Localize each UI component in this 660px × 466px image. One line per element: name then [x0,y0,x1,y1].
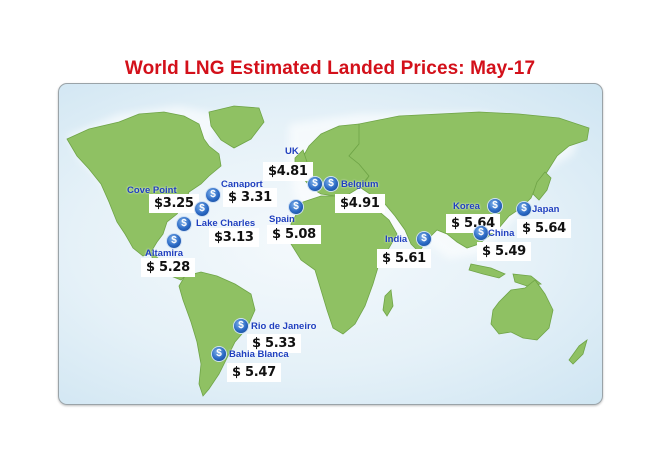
japan [532,171,552,201]
dollar-pin-icon[interactable]: $ [517,202,531,216]
port-name: Bahia Blanca [229,349,289,360]
port-price: $4.81 [263,162,313,181]
port-name: Lake Charles [196,218,256,229]
dollar-pin-icon[interactable]: $ [474,226,488,240]
port-price: $ 5.64 [517,219,571,238]
madagascar [382,289,394,317]
port-price: $ 5.28 [141,258,195,277]
port-price: $3.13 [209,228,259,247]
indonesia [468,263,506,279]
dollar-pin-icon[interactable]: $ [308,177,322,191]
dollar-pin-icon[interactable]: $ [206,188,220,202]
port-price: $ 5.61 [377,249,431,268]
dollar-pin-icon[interactable]: $ [324,177,338,191]
dollar-pin-icon[interactable]: $ [212,347,226,361]
port-price: $ 5.49 [477,242,531,261]
port-name: Rio de Janeiro [251,321,317,332]
port-price: $3.25 [149,194,199,213]
port-name: UK [285,146,299,157]
world-map: Cove Point $3.25 $ Canaport $ 3.31 $ $ L… [58,83,603,405]
dollar-pin-icon[interactable]: $ [234,319,248,333]
dollar-pin-icon[interactable]: $ [289,200,303,214]
australia [490,279,554,341]
port-name: Korea [453,201,480,212]
port-name: China [488,228,515,239]
port-price: $4.91 [335,194,385,213]
south-america [178,271,256,397]
map-title: World LNG Estimated Landed Prices: May-1… [124,58,536,79]
greenland [208,105,265,149]
port-price: $ 3.31 [223,188,277,207]
port-name: Japan [532,204,560,215]
dollar-pin-icon[interactable]: $ [417,232,431,246]
port-name: Belgium [341,179,379,190]
new-zealand [568,338,588,365]
dollar-pin-icon[interactable]: $ [177,217,191,231]
port-name: Canaport [221,179,263,190]
port-name: India [385,234,408,245]
continents [66,105,590,397]
port-price: $ 5.33 [247,334,301,353]
port-name: Altamira [145,248,184,259]
port-name: Cove Point [127,185,177,196]
port-name: Spain [269,214,295,225]
dollar-pin-icon[interactable]: $ [488,199,502,213]
port-price: $ 5.47 [227,363,281,382]
dollar-pin-icon[interactable]: $ [195,202,209,216]
port-price: $ 5.08 [267,225,321,244]
north-america [66,111,222,257]
dollar-pin-icon[interactable]: $ [167,234,181,248]
